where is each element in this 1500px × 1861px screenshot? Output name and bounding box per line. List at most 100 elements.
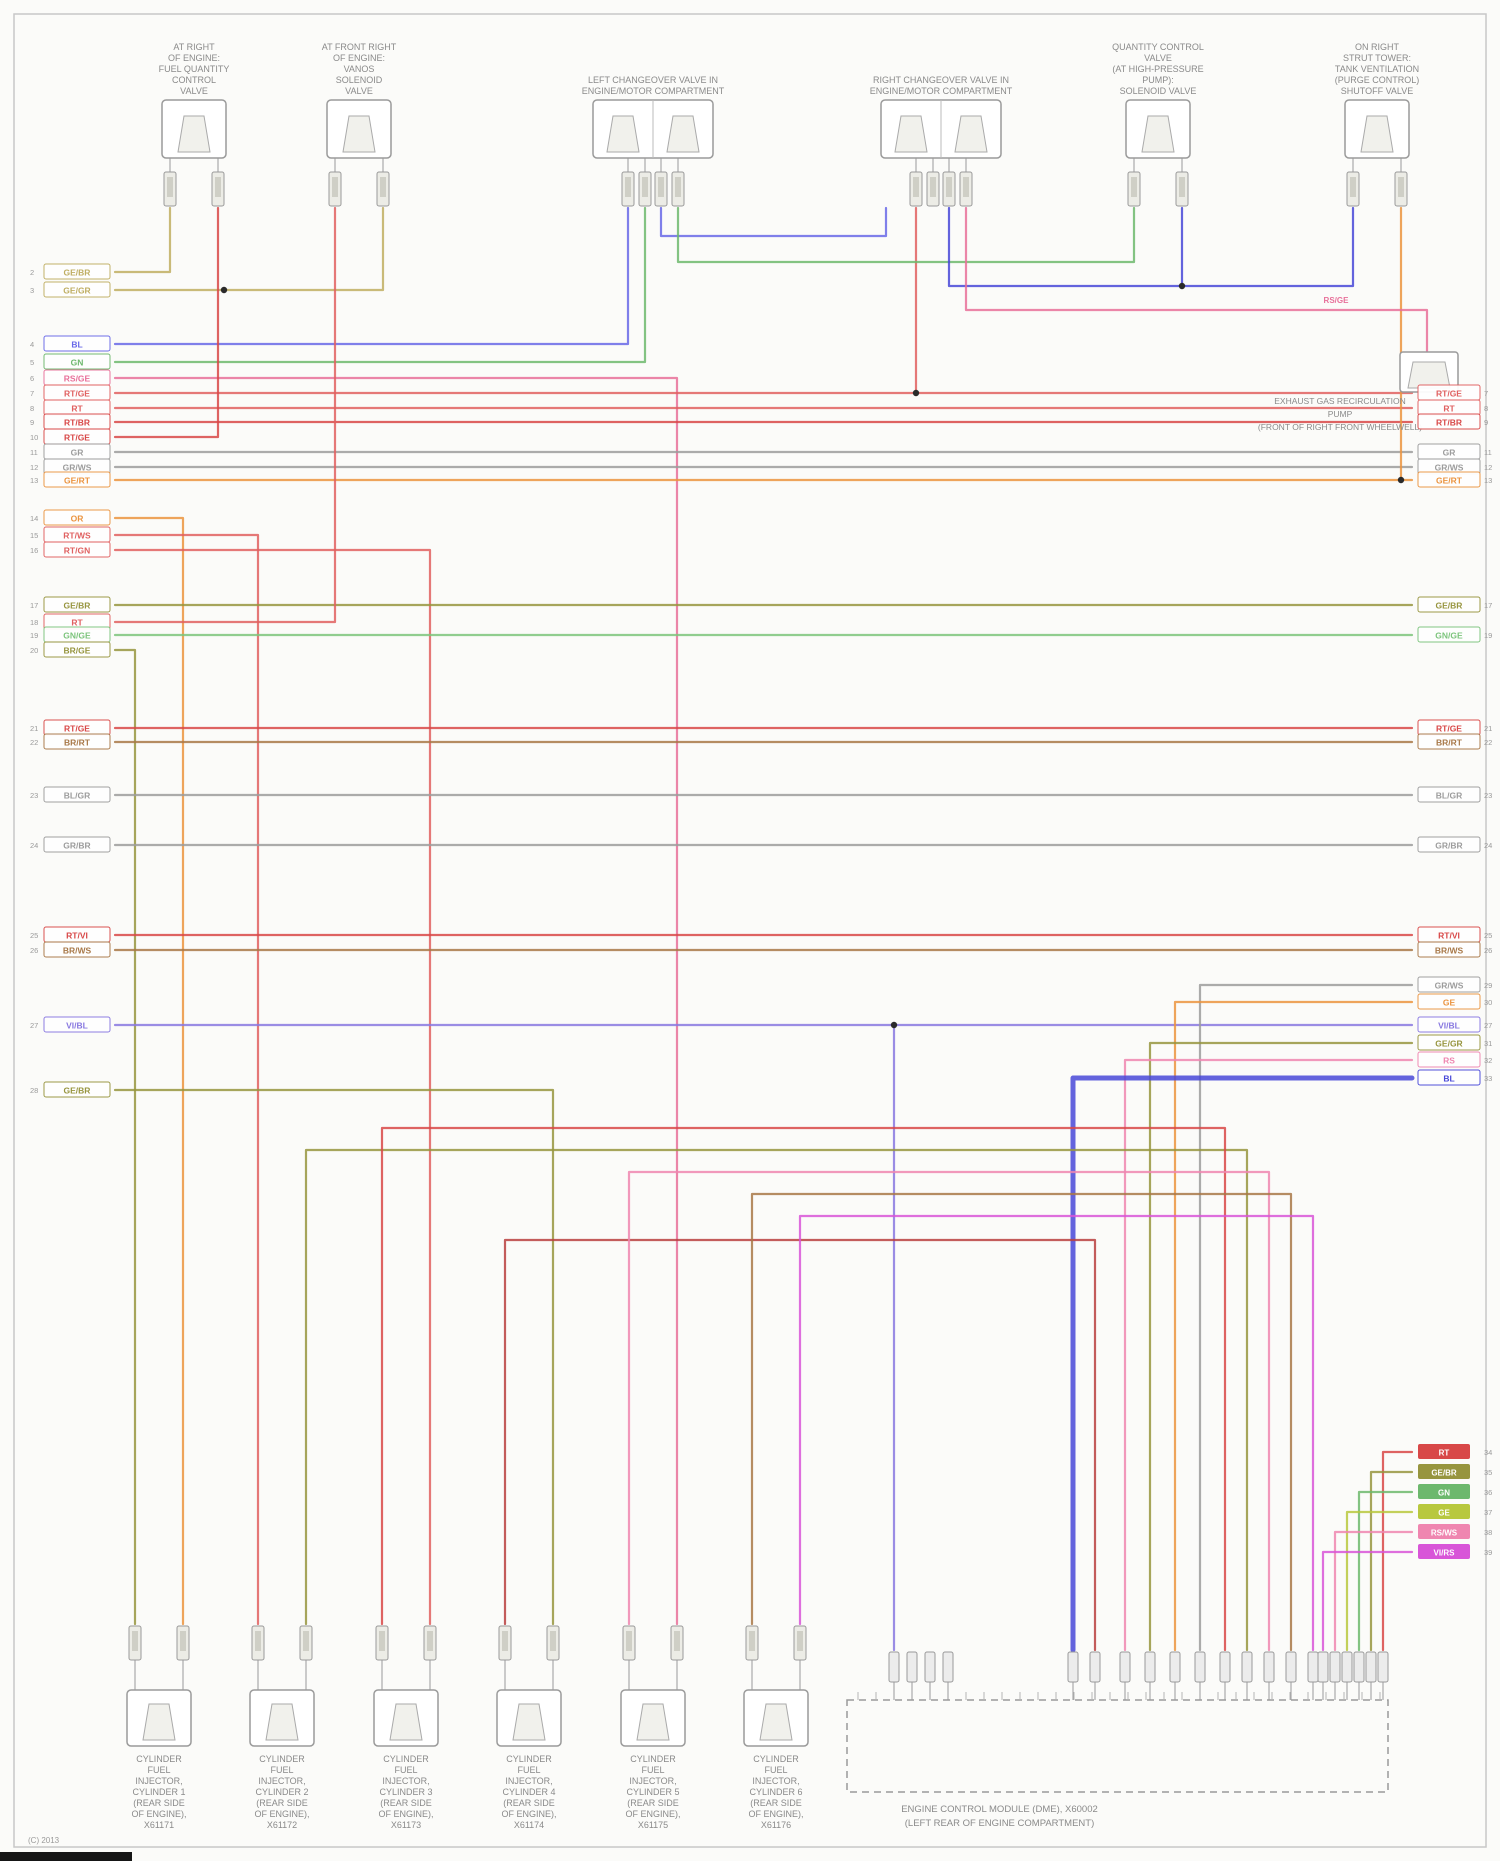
component-label-line: CYLINDER 2 xyxy=(255,1787,308,1797)
wire-code-box xyxy=(1417,836,1481,853)
pigtail-terminal xyxy=(180,1631,186,1651)
left-rail-label: 23 BL/GR xyxy=(30,786,111,803)
connector-keyway xyxy=(142,1703,176,1741)
wire-32 xyxy=(947,206,1355,288)
pigtail-terminal xyxy=(550,1631,556,1651)
wire-color-code: RT/WS xyxy=(63,531,91,541)
wire-code-chip xyxy=(1418,1544,1470,1559)
pigtail-terminal xyxy=(255,1631,261,1651)
right-rail-label: RS 32 xyxy=(1417,1051,1492,1068)
pin-number: 3 xyxy=(30,286,34,295)
right-rail-label: RT 34 xyxy=(1418,1444,1492,1459)
wire-2 xyxy=(113,206,630,346)
connector-keyway xyxy=(1141,115,1175,153)
ecu-pin xyxy=(1144,1651,1156,1683)
wire-color-code: GN/GE xyxy=(1435,631,1463,641)
wire-color-code: BR/WS xyxy=(63,946,92,956)
wire-code-box xyxy=(1417,786,1481,803)
right-rail-label: RT/GE 21 xyxy=(1417,719,1492,736)
wire-color-code: VI/BL xyxy=(1438,1021,1460,1031)
right-rail-label: BR/WS 26 xyxy=(1417,941,1492,958)
pin-number: 29 xyxy=(1484,981,1492,990)
ecu-pin xyxy=(942,1651,954,1683)
component-label-line: OF ENGINE: xyxy=(333,53,385,63)
ecu-pin xyxy=(1285,1651,1297,1683)
pin-number: 34 xyxy=(1484,1448,1492,1457)
wire-color-code: GE/GR xyxy=(63,286,90,296)
wire-47 xyxy=(1369,1470,1414,1652)
component-label-line: SOLENOID xyxy=(336,75,383,85)
wires-layer xyxy=(113,206,1429,1653)
component-label-line: VALVE xyxy=(345,86,373,96)
left-rail-label: 26 BR/WS xyxy=(30,941,111,958)
component-label-line: (REAR SIDE xyxy=(380,1798,432,1808)
component-label-line: INJECTOR, xyxy=(752,1776,799,1786)
pin-number: 7 xyxy=(30,389,34,398)
wire-code-box xyxy=(43,263,111,280)
right-rail-label: GE 30 xyxy=(1417,993,1492,1010)
wire-31 xyxy=(676,206,1136,264)
ecu-pin xyxy=(888,1651,900,1683)
right-rail-label: GR 11 xyxy=(1417,443,1492,460)
component-label-line: AT RIGHT xyxy=(173,42,215,52)
pin-number: 17 xyxy=(1484,601,1492,610)
connector-keyway xyxy=(894,115,928,153)
wire-color-code: BR/RT xyxy=(1436,738,1463,748)
pin-number: 2 xyxy=(30,268,34,277)
pin-number: 28 xyxy=(30,1086,38,1095)
ecu-pin xyxy=(1341,1651,1353,1683)
component-label-line: OF ENGINE), xyxy=(501,1809,556,1819)
component-label-line: OF ENGINE: xyxy=(168,53,220,63)
wire-code-chip xyxy=(1418,1524,1470,1539)
pin-number: 11 xyxy=(1484,448,1492,457)
pin-number: 18 xyxy=(30,618,38,627)
component-label-line: VALVE xyxy=(180,86,208,96)
pin-number: 32 xyxy=(1484,1056,1492,1065)
pigtail-terminal xyxy=(625,177,631,197)
wire-color-code: GE xyxy=(1438,1509,1450,1518)
component-label-line: OF ENGINE), xyxy=(748,1809,803,1819)
pin-number: 31 xyxy=(1484,1039,1492,1048)
wire-color-code: GR/WS xyxy=(1435,981,1464,991)
pin-number: 22 xyxy=(1484,738,1492,747)
ecu-pin xyxy=(1365,1651,1377,1683)
wire-color-code: BR/GE xyxy=(64,646,91,656)
right-rail-label: GE/BR 35 xyxy=(1418,1464,1492,1479)
wire-48 xyxy=(1357,1490,1414,1652)
pin-number: 4 xyxy=(30,340,34,349)
component-label-line: (REAR SIDE xyxy=(133,1798,185,1808)
left-rail-label: 5 GN xyxy=(30,353,111,370)
pin-number: 12 xyxy=(30,463,38,472)
ecu-pin xyxy=(1317,1651,1329,1683)
wire-code-box xyxy=(43,733,111,750)
pin-number: 16 xyxy=(30,546,38,555)
component-label-line: PUMP): xyxy=(1142,75,1174,85)
left-rail-label: 15 RT/WS xyxy=(30,526,111,543)
wire-45 xyxy=(798,1214,1315,1652)
ecu-pin xyxy=(1377,1651,1389,1683)
right-rail-label: RS/WS 38 xyxy=(1418,1524,1492,1539)
pigtail-terminal xyxy=(379,1631,385,1651)
wire-code-box xyxy=(43,541,111,558)
component-label-line: X61171 xyxy=(144,1820,174,1830)
aux-label-line: PUMP xyxy=(1328,409,1353,419)
pin-number: 8 xyxy=(30,404,34,413)
pin-number: 24 xyxy=(1484,841,1492,850)
pigtail-terminal xyxy=(1179,177,1185,197)
wire-0 xyxy=(113,206,172,274)
component-label-line: OF ENGINE), xyxy=(254,1809,309,1819)
wire-42 xyxy=(380,1126,1227,1652)
aux-component: EXHAUST GAS RECIRCULATION PUMP (FRONT OF R… xyxy=(1258,296,1459,432)
component-label-line: AT FRONT RIGHT xyxy=(322,42,397,52)
wire-30 xyxy=(659,206,888,238)
wire-color-code: GR/BR xyxy=(63,841,90,851)
wire-color-code: GE/RT xyxy=(1436,476,1463,486)
connector-keyway xyxy=(342,115,376,153)
component-label-line: CYLINDER 4 xyxy=(502,1787,555,1797)
wire-code-chip xyxy=(1418,1504,1470,1519)
component-label-line: OF ENGINE), xyxy=(378,1809,433,1819)
pigtail-terminal xyxy=(749,1631,755,1651)
wire-color-code: RS/WS xyxy=(1431,1529,1458,1538)
pigtail-terminal xyxy=(167,177,173,197)
component-label-line: CYLINDER 1 xyxy=(132,1787,185,1797)
